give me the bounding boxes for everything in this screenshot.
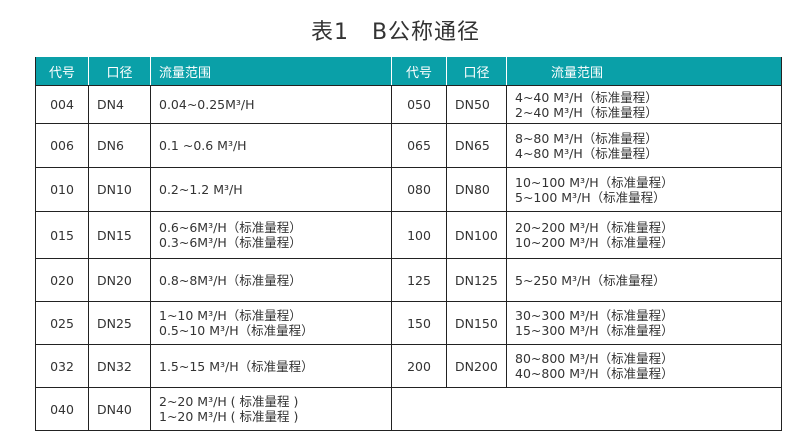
dn-cell: DN100 bbox=[446, 211, 507, 259]
table-row: 004 DN4 0.04~0.25M³/H 050 DN50 4~40 M³/H（标准量程… bbox=[35, 85, 782, 124]
flow-range-line: 2~40 M³/H（标准量程） bbox=[515, 104, 658, 120]
table-row: 040 DN40 2~20 M³/H ( 标准量程 ) 1~20 M³/H ( 标准量… bbox=[35, 387, 782, 431]
flow-range-cell: 0.6~6M³/H（标准量程） 0.3~6M³/H（标准量程） bbox=[150, 211, 392, 259]
dn-cell: DN6 bbox=[88, 123, 151, 168]
flow-range-line: 1.5~15 M³/H（标准量程） bbox=[159, 358, 314, 374]
flow-range-cell: 30~300 M³/H（标准量程） 15~300 M³/H（标准量程） bbox=[506, 301, 782, 345]
flow-range-cell: 0.2~1.2 M³/H bbox=[150, 167, 392, 212]
code-cell: 032 bbox=[35, 344, 89, 388]
flow-range-cell: 8~80 M³/H（标准量程） 4~80 M³/H（标准量程） bbox=[506, 123, 782, 168]
flow-range-line: 5~100 M³/H（标准量程） bbox=[515, 189, 666, 205]
flow-range-line: 4~40 M³/H（标准量程） bbox=[515, 89, 658, 105]
code-cell: 100 bbox=[391, 211, 447, 259]
flow-range-line: 4~80 M³/H（标准量程） bbox=[515, 145, 658, 161]
dn-cell: DN200 bbox=[446, 344, 507, 388]
nominal-diameter-table: 代号 口径 流量范围 代号 口径 流量范围 004 DN4 0.04~0.25M³/… bbox=[35, 57, 782, 431]
flow-range-line: 0.1 ~0.6 M³/H bbox=[159, 138, 247, 153]
dn-cell: DN10 bbox=[88, 167, 151, 212]
flow-range-line: 15~300 M³/H（标准量程） bbox=[515, 323, 674, 338]
flow-range-line: 2~20 M³/H ( 标准量程 ) bbox=[159, 394, 299, 409]
dn-cell: DN125 bbox=[446, 258, 507, 302]
flow-range-line: 0.04~0.25M³/H bbox=[159, 97, 255, 112]
header-code: 代号 bbox=[35, 57, 89, 86]
dn-cell: DN80 bbox=[446, 167, 507, 212]
flow-range-cell: 2~20 M³/H ( 标准量程 ) 1~20 M³/H ( 标准量程 ) bbox=[150, 387, 392, 431]
flow-range-line: 8~80 M³/H（标准量程） bbox=[515, 130, 658, 146]
header-flow-right: 流量范围 bbox=[506, 57, 782, 86]
code-cell: 006 bbox=[35, 123, 89, 168]
code-cell: 125 bbox=[391, 258, 447, 302]
flow-range-cell: 1.5~15 M³/H（标准量程） bbox=[150, 344, 392, 388]
code-cell: 015 bbox=[35, 211, 89, 259]
code-cell: 200 bbox=[391, 344, 447, 388]
table-row: 015 DN15 0.6~6M³/H（标准量程） 0.3~6M³/H（标准量程） 100… bbox=[35, 211, 782, 259]
table-row: 006 DN6 0.1 ~0.6 M³/H 065 DN65 8~80 M³/H（标准量程… bbox=[35, 123, 782, 168]
flow-range-cell: 4~40 M³/H（标准量程） 2~40 M³/H（标准量程） bbox=[506, 85, 782, 124]
flow-range-cell: 80~800 M³/H（标准量程） 40~800 M³/H（标准量程） bbox=[506, 344, 782, 388]
flow-range-cell: 1~10 M³/H（标准量程） 0.5~10 M³/H（标准量程） bbox=[150, 301, 392, 345]
flow-range-cell: 5~250 M³/H（标准量程） bbox=[506, 258, 782, 302]
code-cell: 150 bbox=[391, 301, 447, 345]
flow-range-line: 10~200 M³/H（标准量程） bbox=[515, 235, 674, 250]
code-cell: 040 bbox=[35, 387, 89, 431]
dn-cell: DN4 bbox=[88, 85, 151, 124]
flow-range-line: 80~800 M³/H（标准量程） bbox=[515, 351, 674, 366]
code-cell: 065 bbox=[391, 123, 447, 168]
dn-cell: DN65 bbox=[446, 123, 507, 168]
flow-range-line: 1~20 M³/H ( 标准量程 ) bbox=[159, 409, 299, 424]
header-code-right: 代号 bbox=[391, 57, 447, 86]
code-cell: 020 bbox=[35, 258, 89, 302]
flow-range-cell: 20~200 M³/H（标准量程） 10~200 M³/H（标准量程） bbox=[506, 211, 782, 259]
table-title: 表1 B公称通径 bbox=[310, 20, 481, 45]
code-cell: 025 bbox=[35, 301, 89, 345]
flow-range-cell: 10~100 M³/H（标准量程） 5~100 M³/H（标准量程） bbox=[506, 167, 782, 212]
table-row: 020 DN20 0.8~8M³/H（标准量程） 125 DN125 5~250 M³/H… bbox=[35, 258, 782, 302]
empty-cell bbox=[391, 387, 782, 431]
flow-range-line: 0.2~1.2 M³/H bbox=[159, 182, 243, 197]
header-dn: 口径 bbox=[88, 57, 151, 86]
flow-range-line: 0.5~10 M³/H（标准量程） bbox=[159, 323, 314, 338]
flow-range-cell: 0.8~8M³/H（标准量程） bbox=[150, 258, 392, 302]
dn-cell: DN32 bbox=[88, 344, 151, 388]
code-cell: 080 bbox=[391, 167, 447, 212]
flow-range-line: 20~200 M³/H（标准量程） bbox=[515, 220, 674, 235]
flow-range-line: 30~300 M³/H（标准量程） bbox=[515, 308, 674, 323]
flow-range-line: 0.6~6M³/H（标准量程） bbox=[159, 220, 302, 235]
flow-range-line: 5~250 M³/H（标准量程） bbox=[515, 272, 666, 288]
dn-cell: DN25 bbox=[88, 301, 151, 345]
dn-cell: DN20 bbox=[88, 258, 151, 302]
table-row: 025 DN25 1~10 M³/H（标准量程） 0.5~10 M³/H（标准量程） 1… bbox=[35, 301, 782, 345]
dn-cell: DN150 bbox=[446, 301, 507, 345]
flow-range-line: 40~800 M³/H（标准量程） bbox=[515, 366, 674, 381]
flow-range-cell: 0.1 ~0.6 M³/H bbox=[150, 123, 392, 168]
header-flow: 流量范围 bbox=[150, 57, 392, 86]
header-row: 代号 口径 流量范围 代号 口径 流量范围 bbox=[35, 57, 782, 86]
dn-cell: DN15 bbox=[88, 211, 151, 259]
table-row: 010 DN10 0.2~1.2 M³/H 080 DN80 10~100 M³/H（标准… bbox=[35, 167, 782, 212]
flow-range-line: 0.8~8M³/H（标准量程） bbox=[159, 272, 302, 288]
dn-cell: DN50 bbox=[446, 85, 507, 124]
code-cell: 050 bbox=[391, 85, 447, 124]
flow-range-line: 10~100 M³/H（标准量程） bbox=[515, 174, 674, 190]
table-row: 032 DN32 1.5~15 M³/H（标准量程） 200 DN200 80~800 M… bbox=[35, 344, 782, 388]
flow-range-cell: 0.04~0.25M³/H bbox=[150, 85, 392, 124]
code-cell: 010 bbox=[35, 167, 89, 212]
flow-range-line: 0.3~6M³/H（标准量程） bbox=[159, 235, 302, 250]
code-cell: 004 bbox=[35, 85, 89, 124]
header-dn-right: 口径 bbox=[446, 57, 507, 86]
dn-cell: DN40 bbox=[88, 387, 151, 431]
flow-range-line: 1~10 M³/H（标准量程） bbox=[159, 308, 302, 323]
